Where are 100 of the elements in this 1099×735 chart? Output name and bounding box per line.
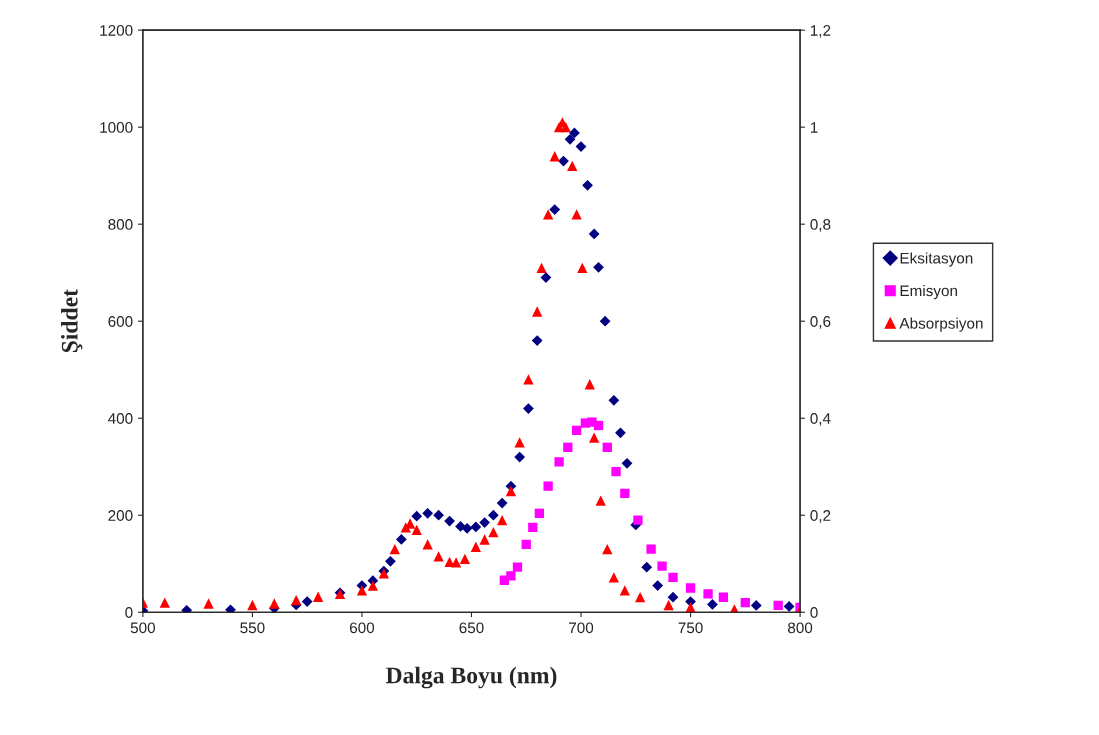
point: [523, 403, 534, 414]
point: [505, 485, 517, 497]
point: [633, 515, 643, 525]
point: [512, 562, 523, 572]
y-tick-label: 400: [108, 413, 133, 424]
legend-label: Absorpsiyon: [899, 317, 983, 332]
point: [560, 122, 571, 133]
point: [521, 539, 531, 549]
y2-tick-label: 1,2: [810, 25, 831, 38]
point: [269, 598, 280, 609]
point: [571, 209, 582, 220]
point: [479, 534, 490, 545]
point: [554, 457, 564, 467]
point: [620, 488, 630, 499]
point: [563, 442, 573, 452]
point: [608, 572, 620, 583]
point: [433, 551, 444, 562]
point: [657, 561, 667, 571]
y-tick-label: 1200: [100, 25, 133, 36]
point: [783, 601, 795, 612]
point: [602, 442, 612, 452]
y2-tick-label: 0,2: [810, 510, 831, 523]
x-tick-label: 650: [459, 622, 484, 634]
point: [558, 155, 569, 167]
point: [685, 583, 696, 593]
point: [514, 451, 526, 463]
point: [203, 598, 214, 609]
point: [740, 597, 750, 608]
x-tick-label: 550: [240, 622, 265, 634]
y2-tick-label: 0,8: [810, 219, 831, 232]
point: [496, 514, 508, 526]
point: [411, 510, 423, 522]
point: [523, 374, 534, 385]
point: [611, 466, 621, 477]
point: [542, 209, 554, 220]
x-axis-title: Dalga Boyu (nm): [385, 666, 557, 689]
point: [470, 521, 482, 533]
point: [459, 553, 471, 565]
point: [589, 432, 600, 443]
point: [225, 604, 236, 613]
point: [707, 599, 718, 610]
point: [291, 594, 302, 606]
point: [433, 509, 444, 521]
x-tick-label: 600: [349, 622, 375, 634]
point: [514, 437, 525, 448]
y-axis-title: Şiddet: [61, 289, 83, 353]
point: [356, 585, 368, 596]
point: [461, 522, 473, 534]
point: [621, 457, 633, 469]
point: [608, 394, 620, 406]
point: [385, 555, 396, 567]
x-tick-label: 500: [130, 622, 156, 634]
x-tick-label: 750: [678, 622, 703, 634]
point: [718, 592, 729, 602]
point: [602, 544, 613, 555]
point: [667, 591, 679, 603]
point: [619, 585, 630, 596]
point: [685, 602, 696, 613]
point: [181, 604, 193, 613]
point: [488, 509, 499, 521]
y-tick-label: 800: [108, 219, 133, 230]
point: [531, 335, 543, 346]
point: [646, 544, 656, 554]
point: [571, 425, 582, 435]
x-tick-label: 700: [569, 622, 594, 634]
point: [543, 481, 553, 491]
y2-tick-label: 0,4: [810, 413, 831, 426]
point: [593, 261, 604, 273]
point: [582, 179, 593, 191]
point: [450, 557, 462, 568]
x-tick-label: 800: [787, 622, 813, 634]
y2-tick-label: 0: [810, 607, 818, 618]
point: [479, 517, 490, 528]
point: [532, 306, 543, 317]
point: [663, 599, 674, 611]
point: [247, 599, 258, 611]
point: [422, 539, 433, 550]
point: [395, 534, 407, 545]
point: [595, 495, 606, 506]
point: [773, 600, 783, 611]
y-tick-label: 600: [108, 316, 133, 327]
point: [750, 600, 762, 611]
point: [367, 580, 379, 591]
y-tick-label: 0: [125, 607, 133, 618]
point: [301, 596, 313, 607]
point: [615, 427, 626, 439]
point: [411, 524, 422, 535]
point: [534, 508, 545, 518]
point: [159, 597, 170, 608]
point: [312, 591, 324, 602]
point: [496, 497, 508, 509]
point: [455, 521, 466, 532]
point: [389, 544, 400, 555]
point: [488, 527, 499, 538]
y2-tick-label: 0,6: [810, 316, 831, 329]
point: [577, 262, 588, 273]
y-tick-label: 200: [108, 510, 133, 521]
point: [567, 160, 578, 172]
point: [641, 561, 653, 573]
point: [635, 592, 646, 603]
